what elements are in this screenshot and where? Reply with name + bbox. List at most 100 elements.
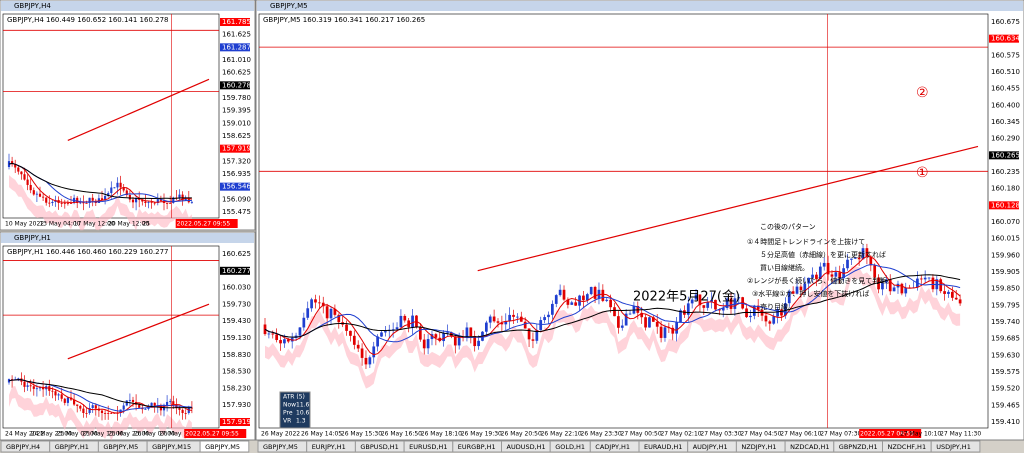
price-label: 159.395 (222, 107, 251, 115)
tab-label[interactable]: NZDCHF,H1 (888, 443, 927, 451)
candle-body (380, 332, 383, 337)
candle-body (91, 405, 94, 408)
candle-body (655, 321, 659, 327)
price-label: 159.685 (991, 335, 1020, 343)
candle-body (834, 272, 838, 277)
candle-body (26, 179, 29, 185)
candle-body (48, 202, 51, 204)
candle-body (496, 321, 500, 323)
note-line: ②レンジが長く続いたら、値動きを見て判断。 (747, 276, 893, 285)
price-label: 159.430 (222, 317, 251, 325)
tab-label[interactable]: GBPJPY,M5 (103, 443, 138, 451)
candle-body (465, 327, 469, 338)
candle-body (484, 322, 488, 332)
candle-body (318, 302, 321, 304)
title-bar (257, 1, 1023, 11)
candle-body (104, 196, 107, 200)
price-label: 159.850 (991, 285, 1020, 293)
candle-body (156, 199, 159, 203)
tab-label[interactable]: GBPJPY,M5 (205, 443, 240, 451)
time-label: 26 May 16:50 (381, 431, 422, 438)
candle-body (32, 386, 35, 389)
candle-body (356, 344, 360, 349)
tab-label[interactable]: EURJPY,H1 (312, 443, 346, 451)
time-label: 24 May 23:00 (31, 431, 72, 438)
time-label: 26 May 14:05 (301, 431, 342, 438)
tab-label[interactable]: EURUSD,H1 (409, 443, 447, 451)
price-tag (989, 201, 1019, 210)
candle-body (166, 401, 169, 405)
moving-average (264, 274, 961, 338)
candle-body (562, 289, 566, 300)
candle-body (752, 305, 756, 316)
atr-title: ATR (5) (283, 394, 305, 401)
tab-label[interactable]: NZDJPY,H1 (741, 443, 776, 451)
time-label: 26 May 22:10 (541, 431, 582, 438)
candle-body (624, 313, 628, 326)
candle-body (57, 394, 60, 396)
tab-label[interactable]: GBPJPY,M15 (152, 443, 191, 451)
price-label: 160.277 (222, 267, 251, 275)
price-label: 160.070 (991, 218, 1020, 226)
candle-body (888, 279, 892, 292)
candle-body (352, 335, 356, 345)
candle-body (116, 182, 119, 188)
tab-label[interactable]: GBPNZD,H1 (839, 443, 878, 451)
candle-body (539, 320, 543, 331)
tab-label[interactable]: AUDJPY,H1 (693, 443, 728, 451)
price-label: 159.730 (222, 300, 251, 308)
candle-body (764, 315, 768, 322)
tab-label[interactable]: GOLD,H1 (555, 443, 585, 451)
candle-body (574, 302, 578, 306)
candle-body (306, 308, 310, 318)
tab-label[interactable]: GBPJPY,H1 (55, 443, 89, 451)
time-label: 25 May 23:00 (108, 431, 149, 438)
candle-body (582, 295, 585, 301)
tab-label[interactable]: GBPJPY,M5 (263, 443, 298, 451)
tab-label[interactable]: GBPUSD,H1 (360, 443, 398, 451)
candle-body (799, 286, 803, 291)
price-tag (220, 266, 250, 275)
candle-body (958, 299, 962, 304)
window-title: GBPJPY,M5 (270, 2, 308, 10)
tab[interactable] (930, 440, 981, 453)
candle-body (931, 277, 935, 290)
price-label: 160.675 (991, 18, 1020, 26)
atr-value: 1.3 (296, 418, 306, 425)
candle-body (314, 299, 317, 303)
candle-body (42, 196, 45, 198)
candle-body (943, 291, 946, 294)
candle-body (147, 407, 150, 409)
price-label: 161.010 (222, 56, 251, 64)
tab-label[interactable]: CADJPY,H1 (595, 443, 630, 451)
atr-box (279, 391, 311, 429)
candle-body (508, 314, 512, 322)
tab-label[interactable]: GBPJPY,H4 (6, 443, 40, 451)
ichimoku-cloud (9, 386, 192, 441)
candle-body (628, 313, 632, 315)
tab-label[interactable]: EURAUD,H1 (644, 443, 682, 451)
candle-body (88, 407, 91, 413)
candle-body (523, 321, 527, 329)
candle-body (815, 274, 818, 279)
candle-body (135, 198, 138, 203)
time-label: 26 May 07:00 (134, 431, 175, 438)
price-label: 159.795 (991, 301, 1020, 309)
price-label: 157.919 (222, 418, 251, 426)
note-line: ①４時間足トレンドラインを上抜けて (747, 237, 865, 246)
tab-label[interactable]: EURGBP,H1 (458, 443, 496, 451)
candle-body (826, 262, 830, 275)
tab-label[interactable]: NZDCAD,H1 (790, 443, 829, 451)
candle-body (512, 314, 515, 317)
candle-body (659, 326, 663, 338)
price-tag (220, 81, 250, 90)
candle-body (733, 298, 737, 309)
candle-body (263, 324, 267, 335)
candle-body (153, 402, 156, 407)
candle-body (51, 201, 54, 203)
tab[interactable] (199, 440, 250, 453)
tab-label[interactable]: USDJPY,H1 (936, 443, 971, 451)
tab-label[interactable]: AUDUSD,H1 (507, 443, 546, 451)
time-label: 27 May 11:30 (940, 431, 981, 438)
